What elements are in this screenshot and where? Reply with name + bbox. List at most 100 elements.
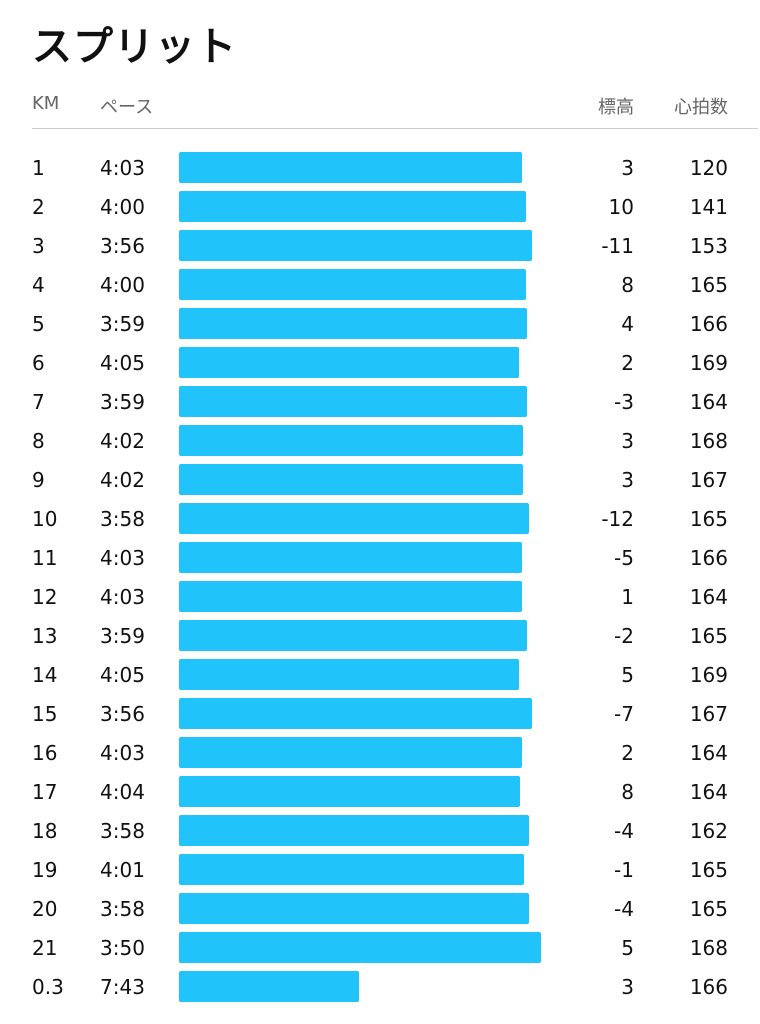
elevation: 5 <box>621 663 634 687</box>
km: 21 <box>32 936 58 960</box>
column-header: ペース <box>100 97 154 118</box>
km: 4 <box>32 273 45 297</box>
heart-rate: 168 <box>689 429 728 453</box>
pace-bar <box>179 464 524 495</box>
pace: 4:02 <box>100 468 145 492</box>
pace: 4:03 <box>100 156 145 180</box>
heart-rate: 164 <box>689 390 728 414</box>
pace-bar <box>179 932 541 963</box>
pace: 3:58 <box>100 897 145 921</box>
km: 6 <box>32 351 45 375</box>
km: 17 <box>32 780 58 804</box>
heart-rate: 166 <box>689 312 728 336</box>
elevation: -1 <box>614 858 634 882</box>
pace: 7:43 <box>100 975 145 999</box>
pace-bar <box>179 308 528 339</box>
elevation: -4 <box>614 897 634 921</box>
heart-rate: 120 <box>689 156 728 180</box>
km: 12 <box>32 585 58 609</box>
heart-rate: 166 <box>689 546 728 570</box>
elevation: -11 <box>601 234 634 258</box>
heart-rate: 165 <box>689 507 728 531</box>
heart-rate: 164 <box>689 585 728 609</box>
pace-bar <box>179 620 528 651</box>
pace: 4:03 <box>100 741 145 765</box>
pace-bar <box>179 230 532 261</box>
column-header: 心拍数 <box>674 97 728 118</box>
pace-bar <box>179 698 532 729</box>
km: 18 <box>32 819 58 843</box>
pace-bar <box>179 581 522 612</box>
pace: 4:03 <box>100 585 145 609</box>
heart-rate: 167 <box>689 702 728 726</box>
km: 19 <box>32 858 58 882</box>
heart-rate: 165 <box>689 897 728 921</box>
pace-bar <box>179 425 524 456</box>
pace-bar <box>179 386 528 417</box>
heart-rate: 168 <box>689 936 728 960</box>
elevation: 3 <box>621 156 634 180</box>
km: 14 <box>32 663 58 687</box>
elevation: 1 <box>621 585 634 609</box>
km: 3 <box>32 234 45 258</box>
pace: 4:05 <box>100 351 145 375</box>
pace: 3:56 <box>100 702 145 726</box>
km: 13 <box>32 624 58 648</box>
km: 11 <box>32 546 58 570</box>
pace: 3:50 <box>100 936 145 960</box>
elevation: 8 <box>621 273 634 297</box>
elevation: -5 <box>614 546 634 570</box>
pace-bar <box>179 659 519 690</box>
pace-bar <box>179 854 525 885</box>
heart-rate: 165 <box>689 273 728 297</box>
elevation: -4 <box>614 819 634 843</box>
heart-rate: 166 <box>689 975 728 999</box>
heart-rate: 169 <box>689 663 728 687</box>
pace: 4:01 <box>100 858 145 882</box>
km: 20 <box>32 897 58 921</box>
elevation: -7 <box>614 702 634 726</box>
pace: 4:00 <box>100 273 145 297</box>
divider <box>32 128 758 129</box>
pace-bar <box>179 191 526 222</box>
pace: 3:59 <box>100 390 145 414</box>
pace: 3:59 <box>100 624 145 648</box>
elevation: -12 <box>601 507 634 531</box>
heart-rate: 169 <box>689 351 728 375</box>
elevation: -3 <box>614 390 634 414</box>
title: スプリット <box>32 24 237 70</box>
heart-rate: 165 <box>689 858 728 882</box>
pace-bar <box>179 347 519 378</box>
pace: 4:04 <box>100 780 145 804</box>
pace: 4:03 <box>100 546 145 570</box>
elevation: 3 <box>621 468 634 492</box>
pace: 4:05 <box>100 663 145 687</box>
pace-bar <box>179 542 522 573</box>
elevation: -2 <box>614 624 634 648</box>
pace-bar <box>179 152 522 183</box>
km: 8 <box>32 429 45 453</box>
pace: 3:58 <box>100 819 145 843</box>
column-header: 標高 <box>598 97 634 118</box>
pace: 3:56 <box>100 234 145 258</box>
elevation: 8 <box>621 780 634 804</box>
km: 16 <box>32 741 58 765</box>
km: 7 <box>32 390 45 414</box>
heart-rate: 164 <box>689 780 728 804</box>
heart-rate: 153 <box>689 234 728 258</box>
heart-rate: 141 <box>689 195 728 219</box>
pace-bar <box>179 815 529 846</box>
column-header: KM <box>32 93 60 114</box>
km: 5 <box>32 312 45 336</box>
pace-bar <box>179 893 529 924</box>
pace: 3:59 <box>100 312 145 336</box>
elevation: 10 <box>608 195 634 219</box>
elevation: 2 <box>621 351 634 375</box>
elevation: 5 <box>621 936 634 960</box>
elevation: 3 <box>621 429 634 453</box>
heart-rate: 165 <box>689 624 728 648</box>
pace: 4:00 <box>100 195 145 219</box>
elevation: 3 <box>621 975 634 999</box>
elevation: 4 <box>621 312 634 336</box>
